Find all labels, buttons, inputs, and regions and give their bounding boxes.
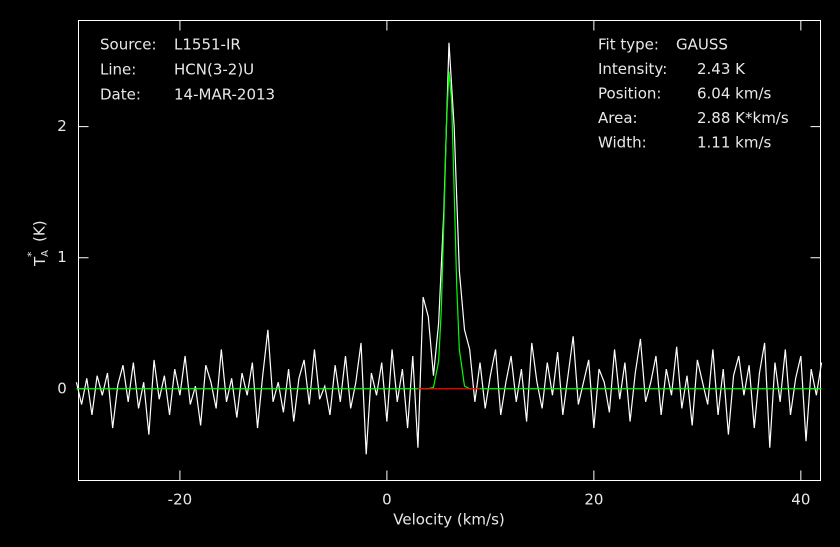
spectrum-line: [75, 42, 823, 455]
y-label-sub: A: [40, 250, 51, 257]
spectrum-line: [76, 71, 822, 390]
annotation-value: 2.88 K*km/s: [697, 109, 789, 127]
annotation-label: Line:: [100, 61, 136, 79]
y-label-sup: *: [25, 251, 38, 257]
y-label-unit: (K): [31, 220, 49, 242]
x-tick-label: 20: [584, 491, 603, 509]
annotation-label: Position:: [598, 85, 661, 103]
y-axis-label: TA* (K): [25, 220, 51, 267]
annotation-label: Source:: [100, 36, 157, 54]
annotation-label: Width:: [598, 134, 647, 152]
annotation-value: 14-MAR-2013: [174, 86, 275, 104]
annotation-value: HCN(3-2)U: [174, 61, 254, 79]
annotation-value: 2.43 K: [697, 60, 746, 78]
annotation-label: Fit type:: [598, 36, 659, 54]
y-label-main: TA*: [25, 250, 51, 267]
annotation-label: Area:: [598, 109, 638, 127]
annotation-value: 1.11 km/s: [697, 134, 772, 152]
x-tick-label: 0: [382, 491, 392, 509]
y-tick-label: 2: [57, 117, 67, 135]
annotation-label: Intensity:: [598, 60, 667, 78]
x-tick-label: 40: [791, 491, 810, 509]
annotation-label: Date:: [100, 86, 141, 104]
x-tick-label: -20: [168, 491, 193, 509]
annotation-value: 6.04 km/s: [697, 85, 772, 103]
y-label-t: T: [31, 256, 49, 267]
y-tick-label: 0: [57, 379, 67, 397]
annotation-value: L1551-IR: [174, 36, 241, 54]
y-tick-label: 1: [57, 248, 67, 266]
plot-frame: [78, 20, 821, 481]
x-axis-label: Velocity (km/s): [393, 511, 504, 529]
annotation-value: GAUSS: [676, 36, 728, 54]
